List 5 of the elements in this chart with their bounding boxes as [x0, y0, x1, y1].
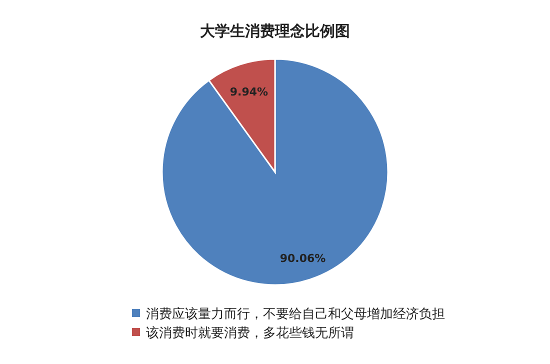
chart-title: 大学生消费理念比例图: [200, 22, 350, 40]
data-label: 90.06%: [280, 252, 326, 266]
legend-label: 消费应该量力而行，不要给自己和父母增加经济负担: [146, 306, 445, 322]
legend-label: 该消费时就要消费，多花些钱无所谓: [146, 325, 354, 341]
data-label: 9.94%: [230, 85, 268, 98]
